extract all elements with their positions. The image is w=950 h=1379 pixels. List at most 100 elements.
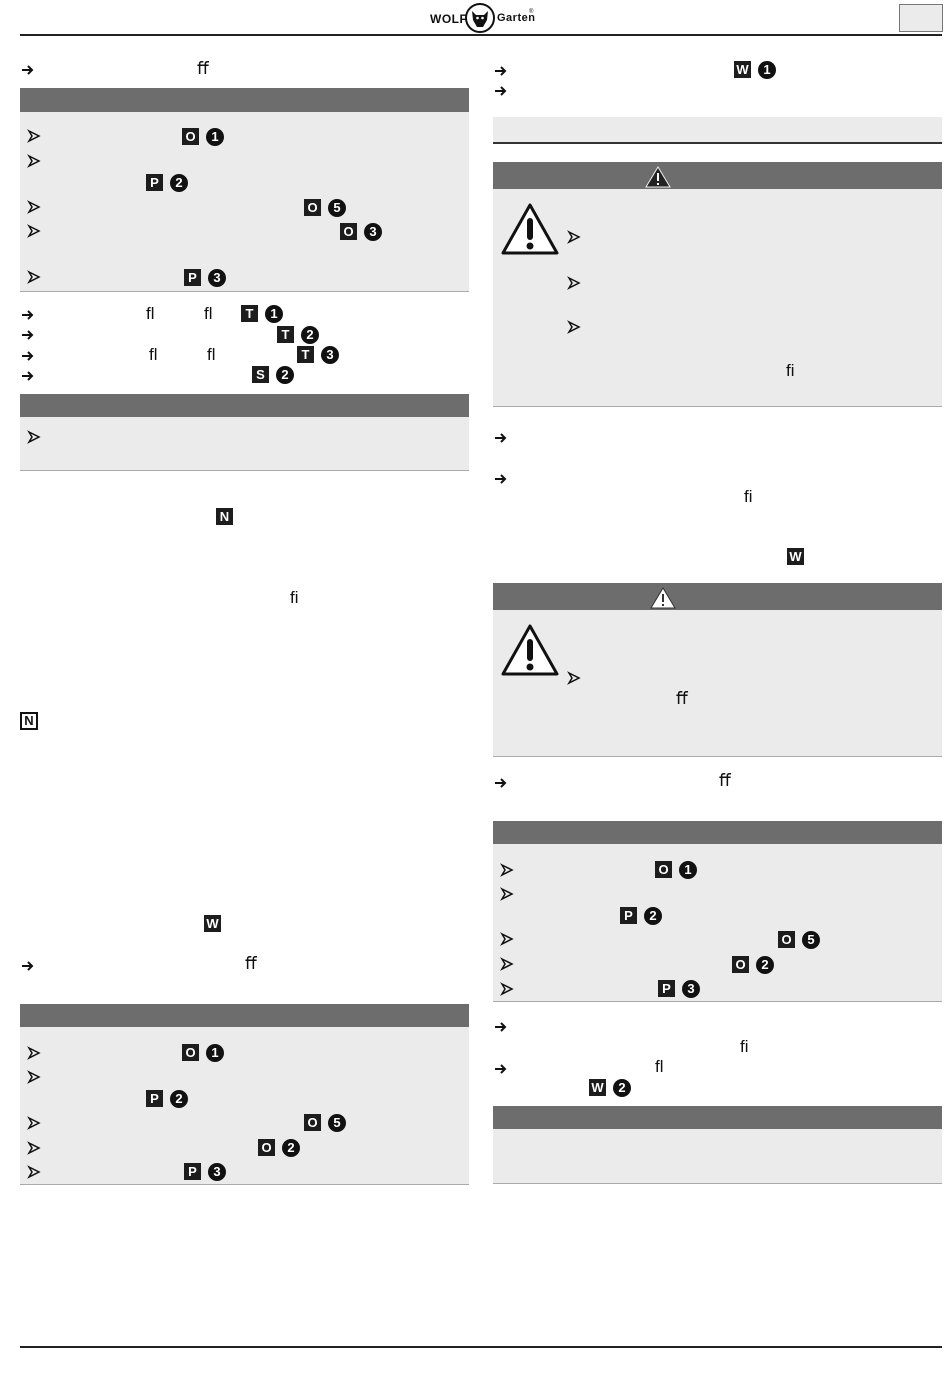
info-box-2-header (20, 394, 469, 417)
arrow-right-icon (22, 961, 34, 971)
number-5: 5 (328, 199, 346, 217)
number-2: 2 (613, 1079, 631, 1097)
section-bar (493, 117, 942, 144)
warning-triangle-icon (645, 166, 671, 188)
arrow-right-icon (22, 351, 34, 361)
badge-P: P (620, 907, 637, 924)
ligature-fl: ﬂ (149, 345, 158, 364)
logo-wolf-text: WOLF (430, 12, 468, 26)
badge-O: O (340, 223, 357, 240)
badge-W: W (204, 915, 221, 932)
arrowhead-bullet-icon (27, 1116, 41, 1130)
arrowhead-bullet-icon (500, 932, 514, 946)
ligature-fl: ﬂ (655, 1057, 664, 1076)
badge-P: P (146, 174, 163, 191)
arrow-right-icon (495, 1064, 507, 1074)
warning-triangle-icon (501, 624, 559, 676)
arrow-right-icon (495, 778, 507, 788)
arrowhead-bullet-icon (567, 320, 581, 334)
info-box-3 (20, 1004, 469, 1185)
arrow-right-icon (495, 433, 507, 443)
arrowhead-bullet-icon (27, 129, 41, 143)
badge-O: O (304, 199, 321, 216)
arrowhead-bullet-icon (27, 430, 41, 444)
badge-O: O (182, 128, 199, 145)
arrow-right-icon (495, 86, 507, 96)
warning-triangle-icon (501, 203, 559, 255)
registered-mark: ® (529, 9, 534, 15)
arrow-right-icon (22, 65, 34, 75)
number-3: 3 (682, 980, 700, 998)
arrow-right-icon (495, 66, 507, 76)
number-1: 1 (679, 861, 697, 879)
ligature-fi: ﬁ (786, 361, 795, 380)
badge-T: T (241, 305, 258, 322)
badge-O: O (304, 1114, 321, 1131)
arrowhead-bullet-icon (567, 276, 581, 290)
number-3: 3 (208, 1163, 226, 1181)
badge-S: S (252, 366, 269, 383)
arrowhead-bullet-icon (27, 154, 41, 168)
badge-O: O (778, 931, 795, 948)
ligature-ff: ﬀ (719, 771, 731, 790)
arrowhead-bullet-icon (27, 1046, 41, 1060)
badge-T: T (277, 326, 294, 343)
ligature-ff: ﬀ (676, 689, 688, 708)
ligature-fl: ﬂ (146, 304, 155, 323)
info-box-1-header (20, 88, 469, 112)
arrowhead-bullet-icon (27, 1070, 41, 1084)
arrowhead-bullet-icon (500, 887, 514, 901)
wolf-head-logo-icon (465, 3, 495, 33)
language-box (899, 4, 943, 32)
badge-P: P (184, 269, 201, 286)
arrowhead-bullet-icon (500, 957, 514, 971)
warning-box-1 (493, 162, 942, 407)
ligature-fi: ﬁ (740, 1037, 749, 1056)
number-1: 1 (206, 1044, 224, 1062)
number-1: 1 (758, 61, 776, 79)
number-2: 2 (170, 174, 188, 192)
ligature-fi: ﬁ (290, 588, 299, 607)
warning-box-2-header (493, 583, 942, 610)
ligature-fi: ﬁ (744, 487, 753, 506)
number-3: 3 (208, 269, 226, 287)
ligature-ff: ﬀ (197, 59, 209, 78)
arrowhead-bullet-icon (567, 230, 581, 244)
arrowhead-bullet-icon (27, 200, 41, 214)
number-2: 2 (301, 326, 319, 344)
badge-W: W (787, 548, 804, 565)
number-2: 2 (644, 907, 662, 925)
arrowhead-bullet-icon (500, 982, 514, 996)
badge-O: O (732, 956, 749, 973)
number-2: 2 (170, 1090, 188, 1108)
info-box-4-header (493, 821, 942, 844)
arrow-right-icon (495, 1022, 507, 1032)
warning-box-2 (493, 583, 942, 757)
number-1: 1 (206, 128, 224, 146)
arrowhead-bullet-icon (27, 1165, 41, 1179)
ligature-fl: ﬂ (207, 345, 216, 364)
arrow-right-icon (22, 310, 34, 320)
ligature-fl: ﬂ (204, 304, 213, 323)
number-2: 2 (282, 1139, 300, 1157)
arrowhead-bullet-icon (567, 671, 581, 685)
badge-P: P (658, 980, 675, 997)
arrowhead-bullet-icon (27, 1141, 41, 1155)
info-box-4 (493, 821, 942, 1002)
badge-W: W (734, 61, 751, 78)
arrow-right-icon (22, 330, 34, 340)
warning-box-1-header (493, 162, 942, 189)
badge-O: O (258, 1139, 275, 1156)
number-3: 3 (321, 346, 339, 364)
badge-N: N (216, 508, 233, 525)
logo-garten-text: Garten (497, 12, 536, 24)
number-5: 5 (802, 931, 820, 949)
badge-T: T (297, 346, 314, 363)
header-rule (20, 34, 942, 36)
arrow-right-icon (22, 371, 34, 381)
warning-triangle-icon (650, 587, 676, 609)
arrowhead-bullet-icon (27, 224, 41, 238)
arrow-right-icon (495, 474, 507, 484)
arrowhead-bullet-icon (500, 863, 514, 877)
arrowhead-bullet-icon (27, 270, 41, 284)
